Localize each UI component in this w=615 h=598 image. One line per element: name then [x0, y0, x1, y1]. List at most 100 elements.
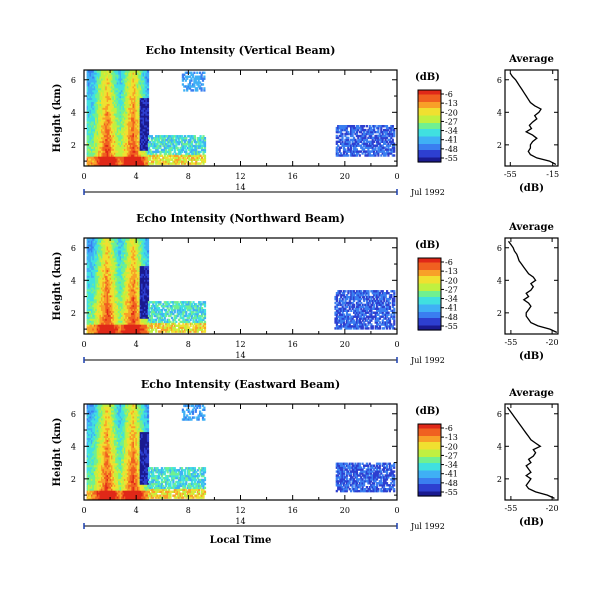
heatmap-cell [103, 289, 106, 292]
heatmap-cell [118, 250, 121, 253]
heatmap-cell [103, 250, 106, 253]
heatmap-cell [192, 135, 195, 138]
heatmap-cell [101, 150, 104, 153]
heatmap-cell [90, 99, 94, 102]
heatmap-cell [381, 152, 384, 155]
heatmap-cell [106, 246, 109, 249]
heatmap-cell [360, 150, 363, 153]
heatmap-cell [132, 162, 135, 165]
heatmap-cell [340, 134, 343, 138]
heatmap-cell [133, 320, 137, 323]
heatmap-cell [98, 271, 101, 274]
heatmap-cell [89, 107, 92, 110]
heatmap-cell [350, 144, 353, 147]
heatmap-cell [115, 261, 118, 265]
heatmap-cell [139, 109, 142, 112]
heatmap-cell [109, 111, 112, 114]
heatmap-cell [118, 146, 121, 149]
heatmap-cell [126, 138, 129, 142]
heatmap-cell [133, 257, 137, 261]
heatmap-cell [89, 259, 92, 263]
heatmap-cell [132, 269, 135, 272]
heatmap-cell [93, 136, 96, 140]
heatmap-cell [144, 87, 147, 91]
heatmap-cell [371, 128, 374, 132]
heatmap-cell [113, 144, 117, 147]
heatmap-cell [142, 111, 145, 114]
heatmap-cell [92, 136, 95, 140]
heatmap-cell [344, 126, 347, 130]
heatmap-cell [201, 160, 204, 163]
heatmap-cell [109, 312, 112, 315]
heatmap-cell [142, 136, 145, 140]
heatmap-cell [125, 302, 128, 306]
heatmap-cell [370, 150, 373, 153]
heatmap-cell [95, 136, 98, 140]
heatmap-cell [113, 103, 117, 106]
heatmap-cell [128, 283, 131, 286]
heatmap-cell [172, 135, 175, 138]
heatmap-cell [93, 91, 96, 95]
heatmap-cell [103, 275, 106, 278]
heatmap-cell [189, 142, 192, 146]
heatmap-cell [153, 158, 156, 161]
heatmap-cell [93, 164, 96, 167]
heatmap-cell [106, 318, 109, 321]
heatmap-cell [358, 130, 361, 134]
heatmap-cell [135, 109, 138, 112]
heatmap-cell [99, 164, 102, 167]
heatmap-cell [125, 160, 128, 163]
heatmap-cell [138, 78, 141, 81]
heatmap-cell [363, 136, 366, 140]
heatmap-cell [116, 302, 119, 306]
heatmap-cell [101, 287, 104, 290]
heatmap-cell [156, 137, 159, 140]
heatmap-cell [126, 103, 129, 106]
heatmap-cell [89, 134, 92, 138]
heatmap-cell [88, 238, 91, 241]
heatmap-cell [102, 154, 105, 157]
heatmap-cell [170, 154, 174, 157]
panel-1: Echo Intensity (Vertical Beam)0 4 8 12 16 20 0… [52, 44, 559, 197]
heatmap-cell [111, 150, 114, 153]
heatmap-cell [92, 312, 95, 315]
heatmap-cell [132, 291, 135, 294]
heatmap-cell [358, 154, 361, 157]
heatmap-cell [90, 125, 94, 128]
heatmap-cell [169, 144, 172, 148]
heatmap-cell [108, 271, 111, 274]
heatmap-cell [129, 269, 132, 272]
heatmap-cell [119, 105, 122, 108]
heatmap-cell [335, 126, 338, 130]
heatmap-cell [199, 137, 202, 140]
heatmap-cell [361, 134, 364, 138]
heatmap-cell [129, 111, 132, 114]
heatmap-cell [388, 148, 391, 151]
heatmap-cell [345, 142, 348, 145]
heatmap-cell [165, 139, 168, 142]
heatmap-cell [141, 101, 144, 104]
heatmap-cell [92, 138, 95, 142]
heatmap-cell [126, 304, 129, 308]
heatmap-cell [112, 326, 115, 329]
heatmap-cell [126, 164, 129, 167]
heatmap-cell [129, 263, 132, 267]
heatmap-cell [103, 134, 106, 138]
heatmap-cell [98, 136, 101, 140]
heatmap-cell [348, 132, 351, 136]
heatmap-cell [88, 263, 91, 267]
heatmap-cell [123, 128, 127, 132]
heatmap-cell [381, 148, 384, 151]
heatmap-cell [122, 105, 125, 108]
heatmap-cell [144, 146, 147, 149]
heatmap-cell [99, 74, 102, 77]
heatmap-cell [105, 248, 108, 251]
heatmap-cell [128, 119, 131, 122]
heatmap-cell [88, 89, 91, 93]
heatmap-cell [102, 296, 105, 300]
heatmap-cell [98, 316, 101, 319]
heatmap-cell [138, 134, 141, 138]
heatmap-cell [121, 130, 124, 134]
heatmap-cell [96, 134, 99, 138]
heatmap-cell [179, 158, 182, 161]
